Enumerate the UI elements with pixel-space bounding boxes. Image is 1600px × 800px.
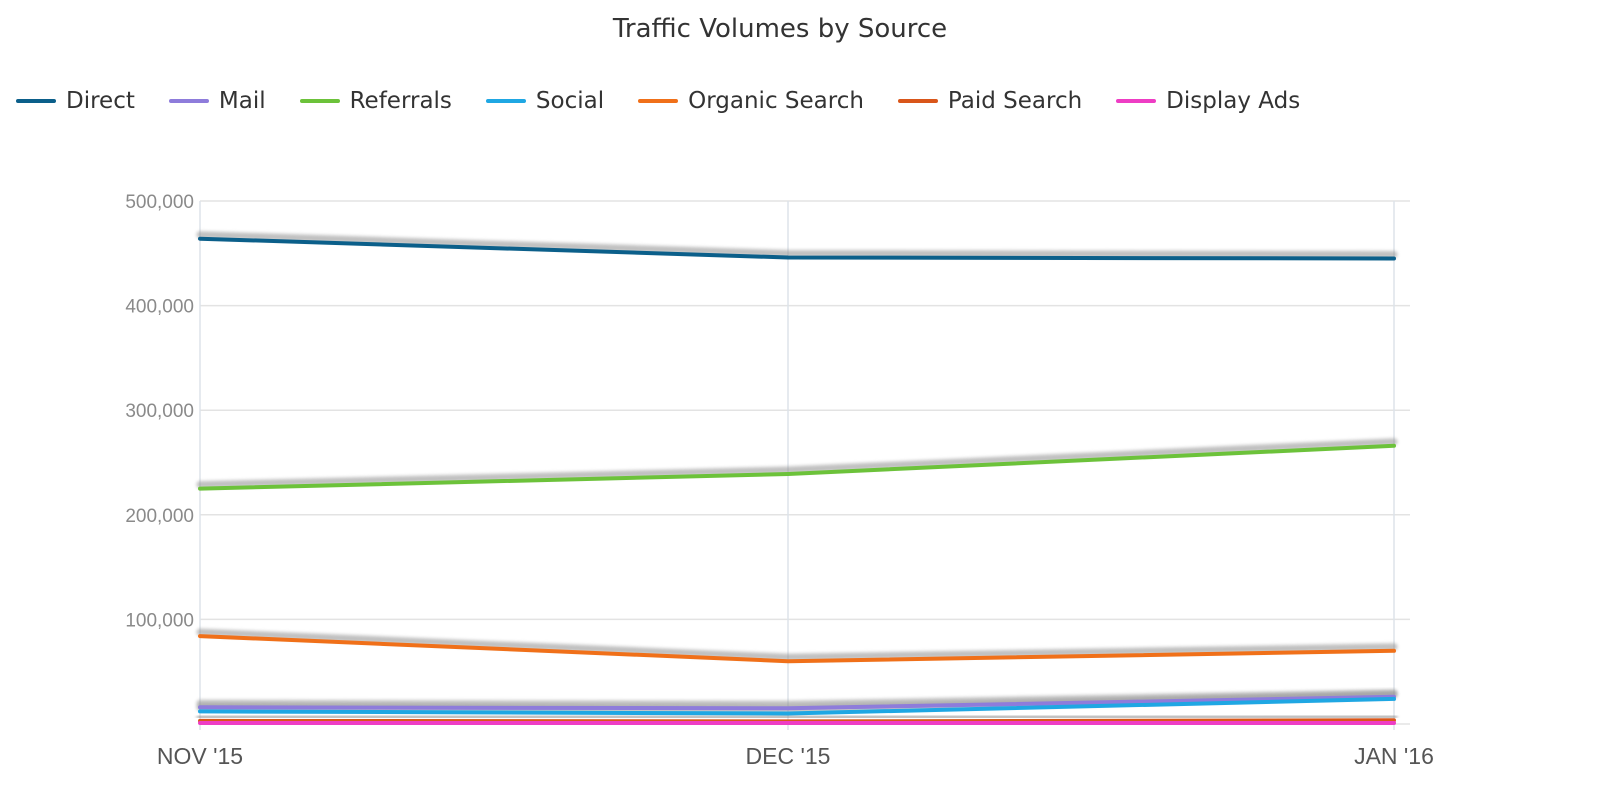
series-line-mail[interactable]	[198, 694, 1396, 711]
series-shadow-referrals	[196, 438, 1398, 489]
legend-label-organic-search: Organic Search	[688, 88, 864, 114]
series-shadow-direct	[196, 231, 1398, 258]
legend-label-display-ads: Display Ads	[1166, 88, 1301, 114]
chart-title: Traffic Volumes by Source	[612, 14, 948, 44]
legend-item-paid-search[interactable]: Paid Search	[897, 88, 1083, 114]
y-tick-label: 100,000	[125, 610, 194, 631]
series-line-social[interactable]	[198, 696, 1396, 716]
legend-swatch-organic-search	[638, 99, 679, 103]
legend-swatch-display-ads	[1116, 99, 1157, 103]
legend-item-display-ads[interactable]: Display Ads	[1116, 88, 1300, 114]
series-line-referrals[interactable]	[198, 443, 1396, 491]
legend-item-organic-search[interactable]: Organic Search	[638, 88, 864, 114]
y-tick-label: 400,000	[125, 297, 194, 318]
chart-legend: Direct Mail Referrals Social Organic Sea…	[16, 88, 1334, 114]
legend-swatch-mail	[168, 99, 209, 103]
legend-swatch-paid-search	[897, 99, 938, 103]
x-tick-label: JAN '16	[1354, 743, 1434, 769]
legend-swatch-social	[485, 99, 526, 103]
legend-item-mail[interactable]: Mail	[168, 88, 266, 114]
legend-label-paid-search: Paid Search	[947, 88, 1083, 114]
series-shadow-organic-search	[196, 628, 1398, 661]
y-tick-label: 500,000	[125, 192, 194, 213]
legend-label-social: Social	[535, 88, 605, 114]
legend-label-mail: Mail	[218, 88, 266, 114]
y-tick-label: 300,000	[125, 401, 194, 422]
legend-item-referrals[interactable]: Referrals	[299, 88, 452, 114]
legend-label-referrals: Referrals	[349, 88, 452, 114]
x-tick-label: DEC '15	[746, 743, 831, 769]
x-tick-label: NOV '15	[157, 743, 243, 769]
y-tick-label: 200,000	[125, 506, 194, 527]
series-line-direct[interactable]	[198, 236, 1396, 261]
legend-item-direct[interactable]: Direct	[16, 88, 135, 114]
legend-swatch-referrals	[299, 99, 340, 103]
legend-label-direct: Direct	[66, 88, 135, 114]
legend-swatch-direct	[16, 99, 56, 103]
legend-item-social[interactable]: Social	[485, 88, 605, 114]
series-line-organic-search[interactable]	[198, 634, 1396, 664]
